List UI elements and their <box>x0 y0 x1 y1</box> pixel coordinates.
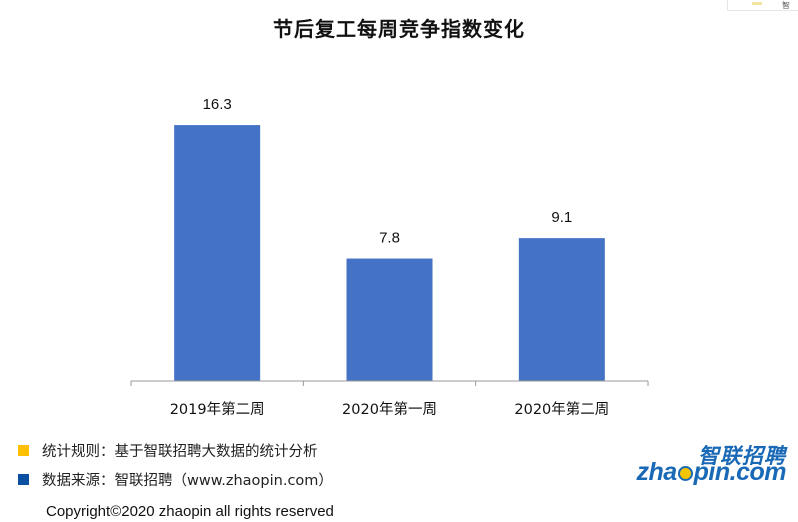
value-label-1: 16.3 <box>203 96 232 113</box>
corner-dash <box>752 2 762 5</box>
corner-badge-text: 智 <box>782 1 790 10</box>
value-labels: 16.3 7.8 9.1 <box>203 96 573 246</box>
legend-swatch-yellow <box>18 444 29 456</box>
bar-3 <box>518 238 605 381</box>
value-label-3: 9.1 <box>551 209 572 226</box>
legend-row-source: 数据来源：智联招聘（www.zhaopin.com） <box>18 469 333 489</box>
logo-dot-icon <box>677 466 693 481</box>
corner-badge: 智 <box>727 0 798 11</box>
legend-row-rule: 统计规则：基于智联招聘大数据的统计分析 <box>18 440 318 460</box>
bar-2 <box>346 258 433 381</box>
bar-1 <box>174 125 261 381</box>
category-label-2: 2020年第一周 <box>342 400 437 418</box>
logo-latin-right: pin.com <box>693 458 787 486</box>
legend-swatch-blue <box>18 473 29 485</box>
category-label-1: 2019年第二周 <box>170 400 265 418</box>
x-axis-ticks <box>130 381 649 386</box>
value-label-2: 7.8 <box>379 230 400 247</box>
bar-chart: 2019年第二周 2020年第一周 2020年第二周 16.3 7.8 9.1 <box>130 96 649 418</box>
category-label-3: 2020年第二周 <box>514 400 609 418</box>
legend-text-source: 数据来源：智联招聘（www.zhaopin.com） <box>42 472 333 489</box>
bars-group <box>174 125 605 381</box>
chart-title: 节后复工每周竞争指数变化 <box>273 17 525 41</box>
logo-latin-text: zha pin.com <box>636 458 786 487</box>
legend-text-rule: 统计规则：基于智联招聘大数据的统计分析 <box>42 443 318 460</box>
category-labels: 2019年第二周 2020年第一周 2020年第二周 <box>170 400 610 418</box>
logo-chinese-text: 智联招聘 <box>698 444 786 468</box>
copyright-text: Copyright©2020 zhaopin all rights reserv… <box>46 503 334 520</box>
zhaopin-logo: 智联招聘 zha pin.com <box>636 440 786 498</box>
logo-latin-left: zha <box>636 458 677 486</box>
